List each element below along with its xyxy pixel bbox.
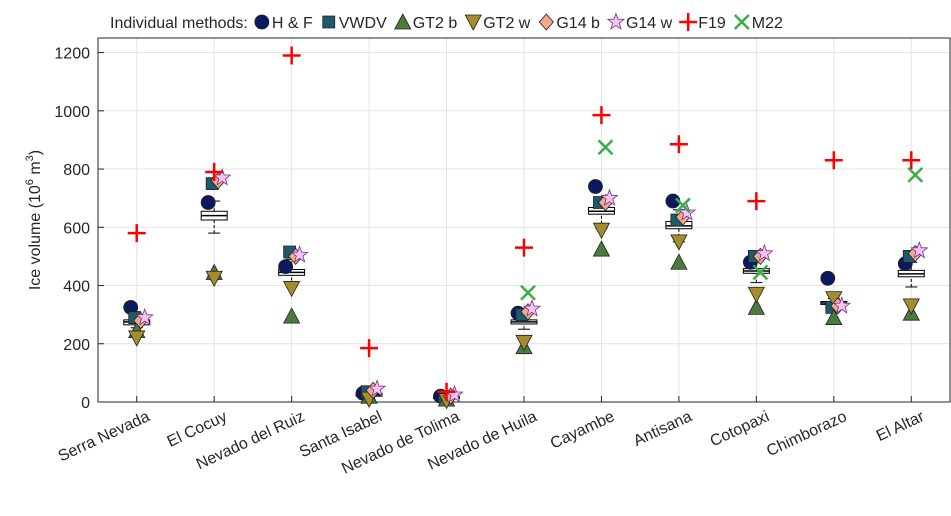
marker — [515, 238, 533, 257]
marker — [820, 270, 836, 286]
plot-frame — [97, 37, 951, 403]
marker — [592, 222, 611, 240]
x-tick-label: Serra Nevada — [56, 408, 153, 465]
marker — [128, 330, 146, 347]
y-tick-label: 400 — [63, 279, 90, 296]
marker — [520, 284, 536, 301]
marker — [515, 334, 533, 352]
legend-label: M22 — [752, 15, 783, 32]
marker — [367, 379, 387, 397]
marker — [670, 253, 688, 270]
marker — [902, 151, 921, 170]
superscript: 3 — [24, 155, 36, 161]
legend-label: GT2 b — [413, 15, 458, 32]
marker — [522, 299, 542, 317]
x-tick-label: Chimborazo — [764, 408, 849, 460]
marker — [588, 179, 603, 194]
x-tick-label: Cayambe — [548, 408, 617, 452]
marker — [592, 240, 611, 257]
marker — [902, 298, 920, 315]
legend-title: Individual methods: — [110, 15, 248, 32]
y-tick-label: 800 — [63, 162, 90, 179]
marker — [825, 308, 843, 325]
label-part: Ice volume (10 — [27, 185, 44, 290]
legend-entry: H & F — [254, 14, 313, 32]
marker — [282, 307, 301, 324]
marker — [278, 259, 294, 274]
marker — [205, 162, 224, 181]
marker — [606, 12, 626, 30]
legend-entry: F19 — [679, 13, 726, 32]
label-part: m — [27, 161, 44, 179]
y-tick-label: 1000 — [54, 104, 90, 121]
marker — [747, 286, 766, 304]
y-axis-label: Ice volume (106 m3) — [24, 150, 44, 290]
legend-entry: G14 w — [606, 12, 673, 32]
x-tick-label: Antisana — [631, 408, 695, 450]
marker — [360, 339, 379, 358]
marker — [200, 195, 216, 210]
marker — [394, 13, 412, 30]
marker — [597, 139, 614, 156]
marker — [538, 13, 554, 31]
x-tick-label: El Cocuy — [165, 408, 230, 450]
marker — [907, 166, 924, 183]
legend-label: G14 w — [626, 15, 673, 32]
marker — [600, 188, 619, 206]
marker — [675, 197, 691, 214]
marker — [910, 240, 929, 259]
marker — [212, 168, 232, 186]
legend-entry: G14 b — [538, 13, 600, 32]
legend-label: VWDV — [339, 15, 387, 32]
marker — [679, 13, 698, 31]
x-tick-label: Cotopaxi — [708, 408, 772, 450]
y-tick-label: 0 — [81, 395, 90, 412]
marker — [290, 245, 309, 263]
marker — [205, 270, 223, 288]
marker — [747, 298, 766, 315]
legend-label: F19 — [698, 15, 726, 32]
marker — [669, 135, 688, 154]
legend-label: H & F — [272, 15, 313, 32]
legend-entry: GT2 b — [394, 13, 458, 32]
marker — [677, 203, 697, 221]
label-part: ) — [27, 150, 44, 155]
legend-entry: M22 — [733, 14, 783, 32]
marker — [592, 106, 611, 125]
marker — [824, 151, 843, 170]
y-tick-label: 600 — [63, 220, 90, 237]
marker — [670, 234, 688, 251]
y-tick-label: 200 — [63, 337, 90, 354]
marker — [733, 14, 750, 30]
marker — [135, 307, 154, 326]
legend-label: G14 b — [556, 15, 600, 32]
marker — [752, 264, 769, 281]
marker — [282, 281, 301, 298]
marker — [437, 382, 456, 401]
marker — [747, 192, 766, 211]
marker — [254, 14, 270, 30]
marker — [282, 46, 301, 65]
marker — [464, 14, 482, 31]
legend-entry: VWDV — [322, 15, 387, 32]
marker — [127, 224, 146, 243]
marker — [755, 243, 774, 262]
marker — [832, 296, 852, 314]
legend-entry: GT2 w — [464, 14, 531, 32]
y-tick-label: 1200 — [54, 46, 90, 63]
marker — [322, 15, 336, 29]
legend-label: GT2 w — [483, 15, 531, 32]
superscript: 6 — [24, 179, 36, 185]
x-tick-label: El Altar — [874, 408, 928, 445]
